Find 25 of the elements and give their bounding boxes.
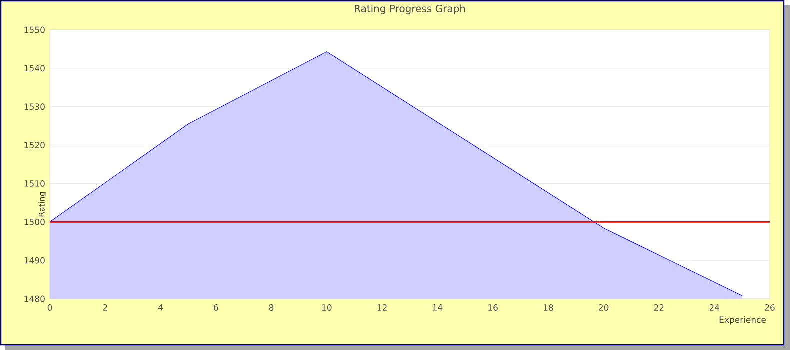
y-tick-label: 1490 <box>24 257 45 264</box>
x-tick-label: 26 <box>765 304 775 311</box>
x-tick-label: 22 <box>654 304 664 311</box>
x-tick-label: 14 <box>433 304 443 311</box>
y-tick-label: 1540 <box>24 65 45 72</box>
y-tick-label: 1480 <box>24 296 45 302</box>
y-tick-label: 1510 <box>24 180 45 187</box>
y-tick-label: 1520 <box>24 142 45 148</box>
x-tick-label: 12 <box>378 304 387 311</box>
x-tick-label: 4 <box>158 304 163 311</box>
x-tick-label: 20 <box>599 304 609 311</box>
y-tick-label: 1500 <box>24 218 45 226</box>
x-tick-label: 16 <box>488 304 498 311</box>
x-tick-label: 2 <box>103 304 108 311</box>
x-axis-title: Experience <box>720 316 766 325</box>
x-tick-label: 18 <box>544 304 554 311</box>
x-tick-label: 6 <box>214 304 218 311</box>
chart-title: Rating Progress Graph <box>355 4 466 14</box>
y-tick-label: 1530 <box>24 104 45 110</box>
x-tick-label: 10 <box>322 304 332 311</box>
y-tick-label: 1550 <box>24 26 45 34</box>
x-tick-label: 8 <box>269 304 274 311</box>
x-tick-label: 0 <box>48 304 52 311</box>
x-tick-label: 24 <box>710 304 720 311</box>
y-axis-title: Rating <box>38 192 46 217</box>
